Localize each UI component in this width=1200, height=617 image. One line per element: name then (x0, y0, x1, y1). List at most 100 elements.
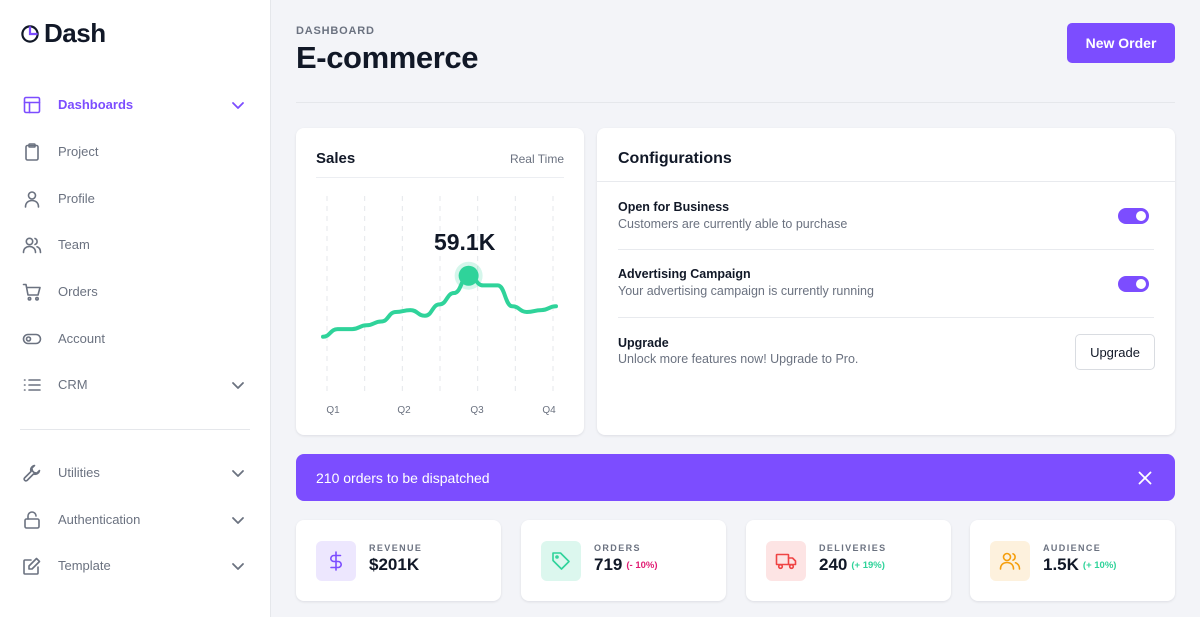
sales-series-line (321, 273, 558, 339)
option-divider (618, 249, 1154, 250)
users-icon (999, 552, 1021, 570)
sidebar: Dash Dashboards Project Profile Team Ord… (0, 0, 271, 617)
sidebar-item-label: Project (58, 144, 99, 159)
cart-icon (22, 282, 42, 302)
toggle-icon (22, 329, 42, 349)
sidebar-item-authentication[interactable]: Authentication (0, 500, 271, 540)
stat-card-revenue: REVENUE $201K (296, 520, 501, 601)
sidebar-item-label: Account (58, 331, 105, 346)
option-divider (618, 317, 1154, 318)
stat-icon-tile (766, 541, 806, 581)
stat-delta: (+ 10%) (1082, 560, 1117, 571)
configurations-divider (597, 181, 1175, 182)
option-open-for-business-title: Open for Business (618, 200, 730, 214)
sidebar-item-label: CRM (58, 377, 88, 392)
sidebar-item-label: Dashboards (58, 97, 134, 112)
list-icon (22, 375, 42, 395)
pie-logo-icon (21, 24, 39, 43)
option-advertising-description: Your advertising campaign is currently r… (618, 284, 874, 298)
wrench-icon (22, 463, 42, 483)
sidebar-item-project[interactable]: Project (0, 132, 271, 172)
x-tick-label: Q1 (326, 405, 340, 416)
sidebar-item-label: Utilities (58, 465, 100, 480)
brand-name: Dash (44, 18, 106, 48)
peak-point[interactable] (458, 265, 479, 286)
option-upgrade-title: Upgrade (618, 336, 669, 350)
header-divider (296, 102, 1175, 103)
stat-number: 719 (594, 555, 623, 574)
page-title: E-commerce (296, 40, 479, 75)
x-tick-label: Q4 (542, 405, 556, 416)
stat-delta: (+ 19%) (851, 560, 885, 571)
option-advertising-title: Advertising Campaign (618, 267, 751, 281)
configurations-title: Configurations (618, 150, 732, 167)
sidebar-item-label: Profile (58, 191, 95, 206)
chart-grid (326, 196, 554, 393)
x-axis-ticks: Q1 Q2 Q3 Q4 (326, 405, 556, 416)
sidebar-divider (20, 429, 250, 430)
real-time-label[interactable]: Real Time (509, 152, 564, 166)
new-order-button[interactable]: New Order (1067, 23, 1175, 63)
upgrade-button[interactable]: Upgrade (1075, 334, 1155, 370)
clipboard-icon (22, 142, 42, 162)
dollar-icon (330, 551, 342, 571)
sidebar-item-orders[interactable]: Orders (0, 272, 271, 312)
sidebar-item-label: Orders (58, 284, 98, 299)
layout-icon (22, 95, 42, 115)
stat-icon-tile (541, 541, 581, 581)
stat-number: 1.5K (1043, 555, 1079, 574)
sidebar-item-label: Authentication (58, 512, 141, 527)
stat-label: ORDERS (594, 543, 641, 553)
dispatch-alert: 210 orders to be dispatched (296, 454, 1175, 501)
chevron-down-icon[interactable] (231, 378, 245, 392)
sidebar-item-account[interactable]: Account (0, 319, 271, 359)
breadcrumb: DASHBOARD (296, 25, 375, 37)
chevron-down-icon[interactable] (231, 513, 245, 527)
stat-card-audience: AUDIENCE 1.5K (+ 10%) (970, 520, 1175, 601)
x-tick-label: Q3 (470, 405, 484, 416)
sidebar-item-template[interactable]: Template (0, 546, 271, 586)
sidebar-item-dashboards[interactable]: Dashboards (0, 85, 271, 125)
stat-label: DELIVERIES (819, 543, 887, 553)
edit-icon (22, 556, 42, 576)
stat-card-deliveries: DELIVERIES 240 (+ 19%) (746, 520, 951, 601)
sidebar-item-utilities[interactable]: Utilities (0, 453, 271, 493)
sales-divider (316, 177, 564, 178)
advertising-campaign-toggle[interactable] (1118, 276, 1149, 292)
user-icon (22, 189, 42, 209)
stat-value: 719 (- 10%) (594, 555, 658, 575)
close-icon[interactable] (1136, 469, 1154, 487)
stat-label: REVENUE (369, 543, 423, 553)
sidebar-item-label: Team (58, 237, 90, 252)
stat-card-orders: ORDERS 719 (- 10%) (521, 520, 726, 601)
option-open-for-business-description: Customers are currently able to purchase (618, 217, 848, 231)
users-icon (22, 235, 42, 255)
sidebar-item-profile[interactable]: Profile (0, 179, 271, 219)
alert-message: 210 orders to be dispatched (316, 470, 490, 486)
tag-icon (552, 552, 570, 570)
x-tick-label: Q2 (397, 405, 411, 416)
sidebar-item-crm[interactable]: CRM (0, 365, 271, 405)
chevron-down-icon[interactable] (231, 466, 245, 480)
open-for-business-toggle[interactable] (1118, 208, 1149, 224)
configurations-card: Configurations Open for Business Custome… (597, 128, 1175, 435)
stat-delta: (- 10%) (626, 560, 658, 571)
peak-value-label: 59.1K (434, 229, 496, 255)
stat-value: $201K (369, 555, 419, 575)
sidebar-item-label: Template (58, 558, 111, 573)
stat-icon-tile (990, 541, 1030, 581)
sales-line-chart: 59.1K Q1 Q2 Q3 Q4 (321, 196, 558, 416)
option-upgrade-description: Unlock more features now! Upgrade to Pro… (618, 352, 859, 366)
brand-logo[interactable]: Dash (20, 18, 106, 49)
stat-label: AUDIENCE (1043, 543, 1102, 553)
truck-icon (775, 553, 797, 570)
stat-value: 1.5K (+ 10%) (1043, 555, 1116, 575)
chevron-down-icon[interactable] (231, 98, 245, 112)
sales-card: Sales Real Time 59.1K Q1 Q2 Q3 Q4 (296, 128, 584, 435)
sidebar-item-team[interactable]: Team (0, 225, 271, 265)
chevron-down-icon[interactable] (231, 559, 245, 573)
stat-number: $201K (369, 555, 420, 574)
lock-icon (22, 510, 42, 530)
stat-icon-tile (316, 541, 356, 581)
stat-value: 240 (+ 19%) (819, 555, 885, 575)
